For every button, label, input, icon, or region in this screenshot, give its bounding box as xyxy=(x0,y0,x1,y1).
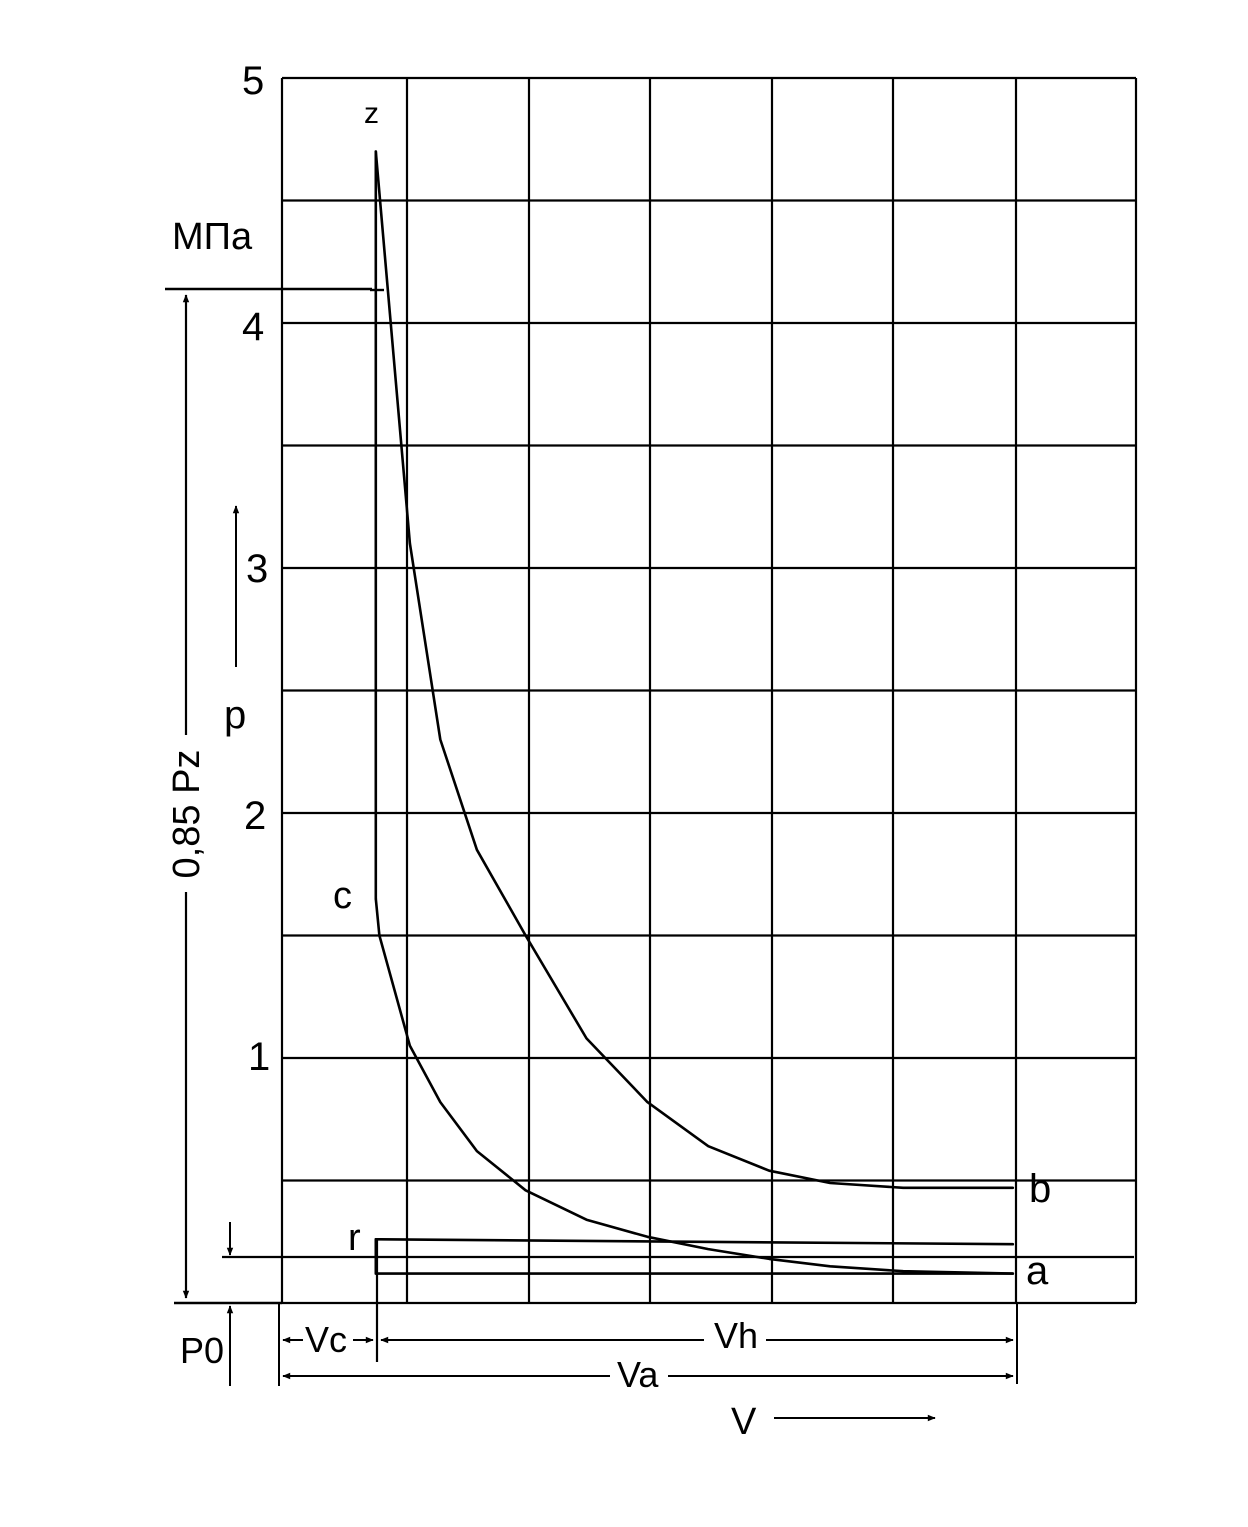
point-label-r: r xyxy=(348,1217,361,1259)
series-line-3 xyxy=(374,1238,1015,1275)
pz-dimension: 0,85 Pz xyxy=(165,287,372,1299)
grid xyxy=(280,76,1138,1305)
va-label: Va xyxy=(617,1354,659,1395)
p0-dimension: P0 xyxy=(180,1222,1134,1386)
curves xyxy=(374,150,1015,1275)
y-tick-2: 2 xyxy=(244,794,266,838)
point-label-b: b xyxy=(1029,1167,1051,1211)
y-axis-direction: p xyxy=(224,505,246,737)
volume-dimensions: Vc Vh Va xyxy=(278,1240,1018,1395)
series-line-2 xyxy=(374,897,1015,1275)
p0-label: P0 xyxy=(180,1330,224,1371)
y-tick-5: 5 xyxy=(242,59,264,103)
y-tick-4: 4 xyxy=(242,305,264,349)
series-line-4 xyxy=(374,1238,1015,1246)
x-axis-direction: V xyxy=(731,1401,936,1443)
point-label-a: a xyxy=(1026,1249,1049,1293)
pz-label: 0,85 Pz xyxy=(166,750,208,879)
vh-label: Vh xyxy=(714,1315,758,1356)
point-label-c: c xyxy=(333,875,352,917)
series-line-1 xyxy=(374,150,1015,1190)
vc-label: Vc xyxy=(305,1319,347,1360)
point-label-z: z xyxy=(364,97,379,130)
y-tick-3: 3 xyxy=(246,547,268,591)
x-axis-label: V xyxy=(731,1401,757,1443)
y-axis-label: p xyxy=(224,693,246,737)
y-unit-label: МПа xyxy=(172,216,253,258)
y-tick-1: 1 xyxy=(248,1035,270,1079)
